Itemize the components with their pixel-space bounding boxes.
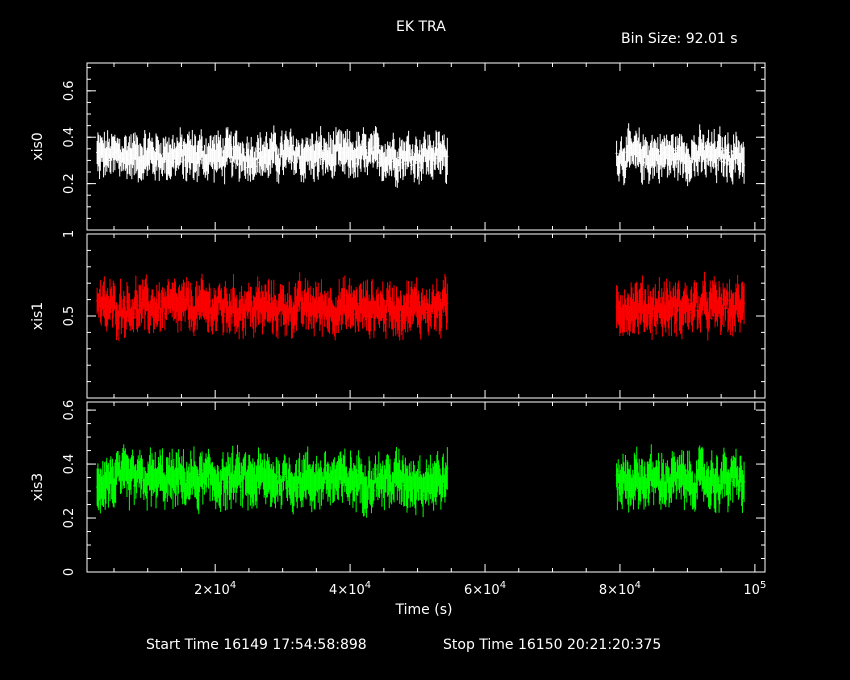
series-xis1 [96, 271, 746, 342]
y-tick-label-xis1: 1 [62, 230, 77, 238]
stop-time-label: Stop Time 16150 20:21:20:375 [443, 637, 662, 653]
y-tick-label-xis3: 0.2 [62, 508, 77, 529]
y-axis-label-xis0: xis0 [30, 132, 46, 160]
y-tick-label-xis0: 0.6 [62, 80, 77, 101]
x-tick-label: 2×104 [194, 580, 236, 598]
y-tick-label-xis3: 0 [62, 568, 77, 576]
panel-frame-xis0 [86, 62, 766, 231]
series-xis3 [96, 444, 746, 518]
x-tick-label: 105 [743, 580, 766, 598]
y-tick-label-xis3: 0.4 [62, 454, 77, 475]
y-tick-label-xis3: 0.6 [62, 400, 77, 421]
chart-title: EK TRA [396, 19, 446, 35]
panels-group: 0.2 0.4 0.6 xis0 0.5 1 xis1 0 0.2 0.4 0.6 xis3 2×104… [30, 62, 766, 598]
panel-frame-xis3 [86, 401, 766, 573]
y-tick-label-xis0: 0.4 [62, 127, 77, 148]
x-axis-label: Time (s) [395, 602, 453, 618]
start-time-label: Start Time 16149 17:54:58:898 [146, 637, 367, 653]
x-tick-label: 8×104 [599, 580, 641, 598]
x-tick-label: 6×104 [464, 580, 506, 598]
y-axis-label-xis3: xis3 [30, 473, 46, 501]
x-tick-label: 4×104 [329, 580, 371, 598]
y-tick-label-xis1: 0.5 [62, 306, 77, 327]
y-tick-label-xis0: 0.2 [62, 173, 77, 194]
series-xis0 [96, 123, 746, 188]
bin-size-label: Bin Size: 92.01 s [621, 31, 738, 47]
y-axis-label-xis1: xis1 [30, 302, 46, 330]
